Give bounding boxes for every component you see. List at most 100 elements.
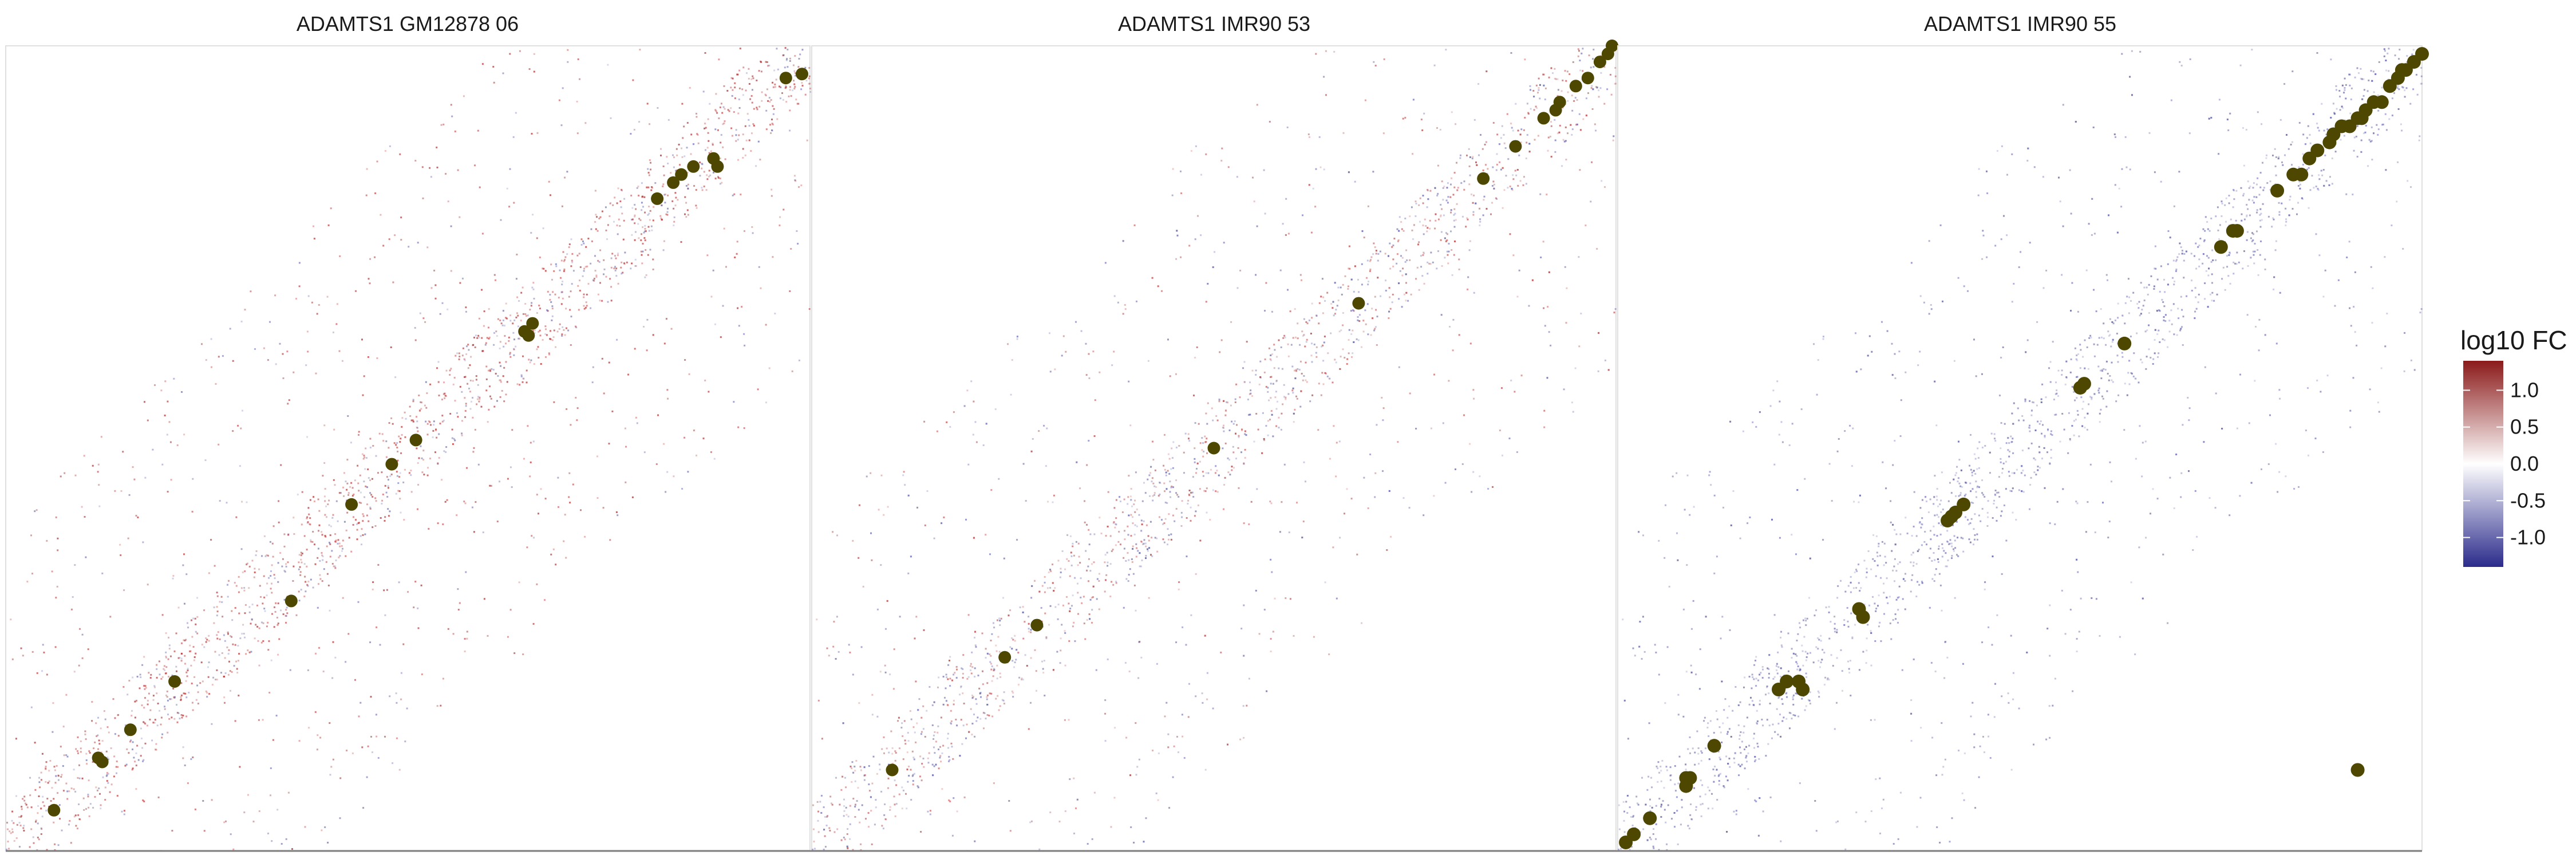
heatmap-cell <box>621 261 623 263</box>
heatmap-cell <box>1427 198 1429 200</box>
heatmap-cell <box>1224 414 1227 416</box>
heatmap-cell <box>307 585 309 587</box>
heatmap-cell <box>242 571 244 573</box>
heatmap-cell <box>809 91 812 93</box>
heatmap-cell <box>570 316 572 318</box>
heatmap-cell <box>1016 338 1018 340</box>
heatmap-cell <box>854 770 856 772</box>
heatmap-cell <box>197 691 199 693</box>
heatmap-cell <box>70 842 72 844</box>
heatmap-cell <box>1330 332 1332 334</box>
heatmap-cell <box>231 610 233 612</box>
heatmap-cell <box>1604 186 1606 188</box>
heatmap-cell <box>1612 139 1614 141</box>
heatmap-cell <box>143 800 145 802</box>
heatmap-cell <box>1496 164 1498 166</box>
heatmap-cell <box>339 255 341 257</box>
heatmap-cell <box>719 107 721 108</box>
heatmap-cell <box>523 458 525 460</box>
heatmap-cell <box>145 687 147 689</box>
heatmap-cell <box>1468 249 1471 251</box>
heatmap-cell <box>1516 295 1519 298</box>
heatmap-cell <box>307 295 310 297</box>
heatmap-cell <box>1273 344 1275 346</box>
heatmap-cell <box>1272 631 1274 633</box>
heatmap-cell <box>1463 180 1465 183</box>
heatmap-cell <box>323 568 325 570</box>
heatmap-cell <box>907 572 910 574</box>
heatmap-cell <box>410 474 412 476</box>
heatmap-cell <box>971 697 974 699</box>
heatmap-cell <box>266 594 268 597</box>
heatmap-cell <box>359 702 362 704</box>
heatmap-cell <box>306 516 309 518</box>
heatmap-cell <box>715 110 717 112</box>
heatmap-cell <box>502 310 504 312</box>
heatmap-cell <box>1369 260 1371 262</box>
heatmap-cell <box>1302 335 1304 337</box>
heatmap-cell <box>1053 494 1055 497</box>
heatmap-cell <box>180 714 183 716</box>
heatmap-cell <box>191 702 193 704</box>
heatmap-cell <box>1259 376 1262 378</box>
heatmap-cell <box>899 747 900 750</box>
heatmap-cell <box>144 722 146 724</box>
heatmap-cell <box>988 715 990 716</box>
heatmap-cell <box>1014 661 1016 664</box>
heatmap-cell <box>605 206 607 208</box>
heatmap-cell <box>1397 441 1399 443</box>
heatmap-cell <box>1323 76 1325 78</box>
heatmap-cell <box>1294 369 1296 372</box>
heatmap-cell <box>961 743 963 745</box>
panel-gm12878-06: ADAMTS1 GM12878 06 <box>5 12 812 852</box>
heatmap-cell <box>1443 214 1445 216</box>
heatmap-cell <box>1264 212 1266 215</box>
heatmap-cell <box>476 403 478 405</box>
heatmap-cell <box>989 661 991 663</box>
heatmap-cell <box>836 534 838 537</box>
heatmap-cell <box>675 170 677 172</box>
heatmap-cell <box>1507 187 1509 189</box>
heatmap-cell <box>185 573 188 576</box>
heatmap-cell <box>1193 395 1195 397</box>
heatmap-cell <box>648 206 650 208</box>
heatmap-cell <box>1757 746 1759 748</box>
heatmap-cell <box>1127 552 1129 554</box>
heatmap-cell <box>1095 669 1097 671</box>
heatmap-cell <box>381 433 384 435</box>
heatmap-cell <box>1052 501 1054 503</box>
heatmap-cell <box>268 640 270 643</box>
heatmap-cell <box>703 171 705 173</box>
heatmap-cell <box>989 553 991 555</box>
heatmap-cell <box>165 694 167 696</box>
heatmap-cell <box>310 578 312 581</box>
heatmap-cell <box>542 267 544 270</box>
heatmap-cell <box>362 515 365 517</box>
heatmap-cell <box>742 94 744 96</box>
heatmap-cell <box>57 537 59 539</box>
heatmap-cell <box>1501 387 1503 389</box>
heatmap-cell <box>824 835 826 837</box>
heatmap-cell <box>703 186 705 188</box>
heatmap-cell <box>469 364 471 367</box>
heatmap-cell <box>392 762 394 765</box>
heatmap-cell <box>663 443 665 445</box>
heatmap-cell <box>1088 613 1091 616</box>
heatmap-cell <box>254 348 256 350</box>
heatmap-cell <box>884 664 886 667</box>
heatmap-cell <box>1154 537 1156 539</box>
heatmap-cell <box>617 253 619 255</box>
heatmap-cell <box>775 78 777 81</box>
heatmap-cell <box>1135 609 1137 612</box>
heatmap-cell <box>519 337 521 340</box>
heatmap-cell <box>875 799 877 801</box>
heatmap-cell <box>1163 482 1165 484</box>
heatmap-cell <box>1449 196 1452 198</box>
heatmap-cell <box>202 800 204 802</box>
heatmap-cell <box>1012 692 1014 694</box>
heatmap-cell <box>1434 187 1436 189</box>
heatmap-cell <box>821 738 823 740</box>
heatmap-cell <box>950 723 953 725</box>
heatmap-cell <box>98 787 100 790</box>
heatmap-cell <box>1353 290 1355 293</box>
